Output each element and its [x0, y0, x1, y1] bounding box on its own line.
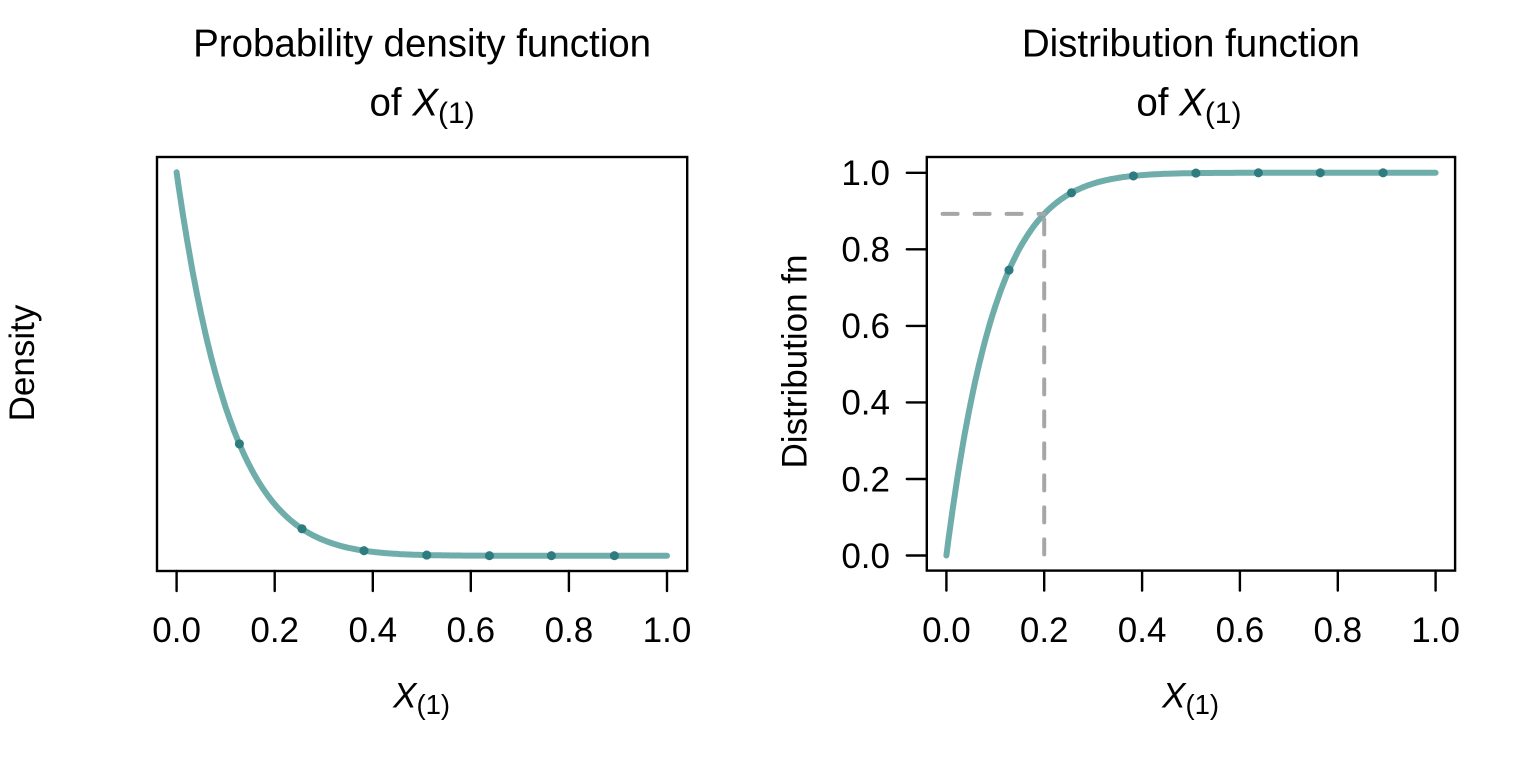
svg-text:0.2: 0.2	[1020, 611, 1069, 650]
svg-text:0.2: 0.2	[250, 611, 299, 650]
svg-text:of X(1): of X(1)	[370, 82, 475, 131]
svg-text:Distribution function: Distribution function	[1022, 23, 1360, 66]
svg-text:0.0: 0.0	[922, 611, 971, 650]
svg-text:Probability density function: Probability density function	[193, 23, 651, 66]
svg-text:0.6: 0.6	[841, 307, 890, 346]
svg-text:0.6: 0.6	[1216, 611, 1265, 650]
svg-text:X(1): X(1)	[392, 676, 450, 720]
svg-text:0.0: 0.0	[841, 537, 890, 576]
svg-text:1.0: 1.0	[1411, 611, 1460, 650]
svg-text:0.2: 0.2	[841, 460, 890, 499]
svg-text:0.4: 0.4	[348, 611, 397, 650]
svg-text:0.4: 0.4	[841, 384, 890, 423]
svg-text:Distribution fn: Distribution fn	[776, 255, 815, 469]
svg-text:1.0: 1.0	[841, 154, 890, 193]
svg-text:X(1): X(1)	[1161, 676, 1219, 720]
svg-text:0.8: 0.8	[545, 611, 594, 650]
svg-text:0.6: 0.6	[446, 611, 495, 650]
svg-text:0.0: 0.0	[152, 611, 201, 650]
svg-text:0.8: 0.8	[1313, 611, 1362, 650]
svg-text:0.8: 0.8	[841, 231, 890, 270]
svg-text:Density: Density	[3, 304, 42, 421]
svg-text:1.0: 1.0	[643, 611, 692, 650]
svg-text:0.4: 0.4	[1118, 611, 1167, 650]
